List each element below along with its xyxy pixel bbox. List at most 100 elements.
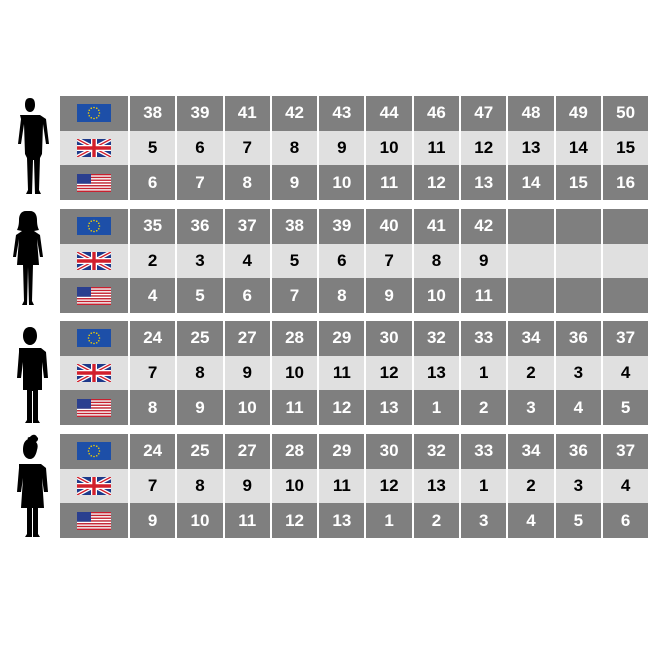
size-group-boy: 24 7 8 25 8 9 27 9 10 28 10 11 29 11 12 30 12 13 32 13 1 33 1 2…: [0, 321, 650, 426]
size-cell: 7: [271, 278, 318, 314]
size-cell: 30: [366, 434, 412, 469]
size-column: 37 4 5: [602, 321, 649, 426]
size-column: 40 7 9: [366, 209, 412, 314]
size-group-man: 38 5 6 39 6 7 41 7 8 42 8 9 43 9 10 44 10 11 46 11 12 47 12 13 4…: [0, 96, 650, 201]
size-cell: 9: [461, 243, 507, 279]
size-column: 47 12 13: [461, 96, 507, 201]
size-column: 35 2 4: [130, 209, 176, 314]
size-cell: 32: [413, 434, 460, 469]
us-sizes-row-label: [60, 278, 128, 314]
size-cell: 34: [508, 321, 554, 356]
size-cell: 42: [271, 96, 318, 131]
size-cell: 30: [366, 321, 412, 356]
size-cell: 43: [319, 96, 365, 131]
size-column: 32 13 1: [413, 321, 460, 426]
size-cell: 4: [602, 468, 649, 504]
size-cell: 39: [319, 209, 365, 244]
size-column: 34 2 3: [508, 321, 554, 426]
size-cell: 3: [461, 503, 507, 539]
eu-flag-icon: [77, 329, 111, 348]
size-cell: 3: [508, 390, 554, 426]
size-cell: 10: [413, 278, 460, 314]
eu-sizes-row-label: [60, 434, 128, 469]
size-cell: [508, 209, 554, 244]
size-column: 42 8 9: [271, 96, 318, 201]
size-cell: 4: [508, 503, 554, 539]
size-cell: 33: [461, 434, 507, 469]
size-cell: 3: [555, 355, 601, 391]
size-column: [508, 209, 554, 314]
size-cell: 7: [366, 243, 412, 279]
size-cell: [602, 243, 649, 279]
size-cell: 10: [271, 468, 318, 504]
size-cell: 33: [461, 321, 507, 356]
size-column: 43 9 10: [319, 96, 365, 201]
size-cell: 1: [366, 503, 412, 539]
size-column: 27 9 11: [224, 434, 270, 539]
size-cell: 42: [461, 209, 507, 244]
eu-sizes-row-label: [60, 321, 128, 356]
size-cell: 13: [508, 130, 554, 166]
flag-column: [60, 209, 128, 314]
size-cell: [602, 278, 649, 314]
size-cell: 12: [319, 390, 365, 426]
size-cell: 11: [461, 278, 507, 314]
size-cell: 38: [271, 209, 318, 244]
size-column: 37 4 6: [224, 209, 270, 314]
size-cell: 4: [130, 278, 176, 314]
size-cell: 8: [177, 468, 223, 504]
size-cell: 8: [130, 390, 176, 426]
size-column: 36 3 5: [555, 434, 601, 539]
size-cell: 7: [224, 130, 270, 166]
size-cell: 8: [177, 355, 223, 391]
size-group-woman: 35 2 4 36 3 5 37 4 6 38 5 7 39 6 8 40 7 9 41 8 10 42 9 11: [0, 209, 650, 314]
size-cell: 13: [461, 165, 507, 201]
size-column: 27 9 10: [224, 321, 270, 426]
size-cell: 41: [413, 209, 460, 244]
size-column: 41 8 10: [413, 209, 460, 314]
size-cell: 28: [271, 434, 318, 469]
size-cell: 11: [224, 503, 270, 539]
size-cell: [555, 243, 601, 279]
size-cell: 1: [461, 468, 507, 504]
size-column: 24 7 9: [130, 434, 176, 539]
uk-sizes-row-label: [60, 355, 128, 391]
size-group-girl: 24 7 9 25 8 10 27 9 11 28 10 12 29 11 13 30 12 1 32 13 2 33 1 3…: [0, 434, 650, 539]
size-cell: 1: [461, 355, 507, 391]
size-cell: 9: [130, 503, 176, 539]
size-cell: 14: [508, 165, 554, 201]
eu-flag-icon: [77, 104, 111, 123]
size-cell: 44: [366, 96, 412, 131]
size-cell: 14: [555, 130, 601, 166]
size-cell: 13: [366, 390, 412, 426]
size-column: 30 12 1: [366, 434, 412, 539]
eu-flag-icon: [77, 442, 111, 461]
us-flag-icon: [77, 511, 111, 530]
size-column: 28 10 11: [271, 321, 318, 426]
size-column: 38 5 6: [130, 96, 176, 201]
size-cell: 36: [555, 434, 601, 469]
size-column: 46 11 12: [413, 96, 460, 201]
woman-silhouette-icon: [13, 211, 43, 305]
size-cell: 8: [271, 130, 318, 166]
uk-sizes-row-label: [60, 468, 128, 504]
uk-flag-icon: [77, 477, 111, 496]
size-column: 44 10 11: [366, 96, 412, 201]
size-cell: 34: [508, 434, 554, 469]
size-cell: 9: [366, 278, 412, 314]
man-silhouette-icon: [18, 98, 49, 194]
eu-sizes-row-label: [60, 96, 128, 131]
size-cell: 8: [413, 243, 460, 279]
size-cell: 5: [177, 278, 223, 314]
size-cell: 1: [413, 390, 460, 426]
size-column: 36 3 4: [555, 321, 601, 426]
size-cell: 9: [177, 390, 223, 426]
size-column: 50 15 16: [602, 96, 649, 201]
size-column: 32 13 2: [413, 434, 460, 539]
size-column: 33 1 2: [461, 321, 507, 426]
size-table: 24 7 9 25 8 10 27 9 11 28 10 12 29 11 13 30 12 1 32 13 2 33 1 3…: [60, 434, 650, 539]
size-cell: 49: [555, 96, 601, 131]
size-cell: 5: [555, 503, 601, 539]
size-cell: 15: [602, 130, 649, 166]
size-cell: 3: [177, 243, 223, 279]
